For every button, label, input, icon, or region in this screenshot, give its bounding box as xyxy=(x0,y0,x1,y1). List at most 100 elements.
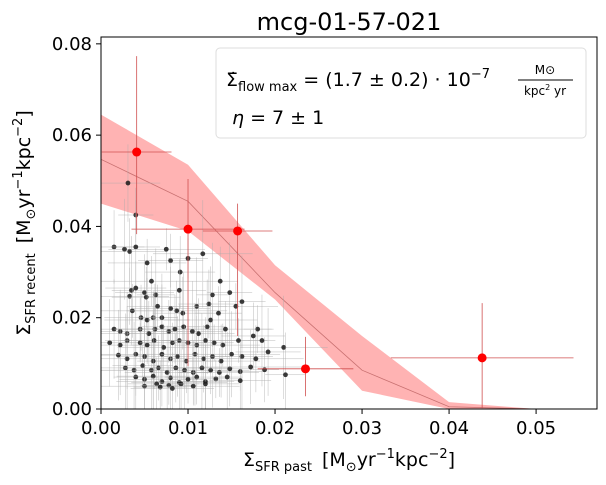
y-tick-label-2: 0.04 xyxy=(52,216,92,237)
scatter-marker xyxy=(209,292,215,298)
scatter-point-116 xyxy=(209,342,272,409)
x-label-unit-close: ] xyxy=(448,449,455,471)
scatter-point-89 xyxy=(101,321,172,409)
binned-point-2 xyxy=(202,203,273,336)
scatter-point-86 xyxy=(235,308,301,396)
scatter-marker xyxy=(204,324,210,330)
scatter-point-4 xyxy=(101,218,166,285)
scatter-point-102 xyxy=(200,329,302,405)
scatter-marker xyxy=(250,333,256,339)
scatter-marker xyxy=(229,351,234,357)
scatter-marker xyxy=(168,306,174,311)
scatter-marker xyxy=(174,308,180,314)
binned-marker xyxy=(132,147,142,157)
scatter-marker xyxy=(151,338,157,343)
scatter-point-115 xyxy=(211,331,243,409)
scatter-point-6 xyxy=(127,228,206,271)
scatter-marker xyxy=(172,326,178,332)
x-label-sun: ⊙ xyxy=(346,460,357,475)
scatter-marker xyxy=(177,269,183,275)
scatter-point-66 xyxy=(185,323,261,367)
scatter-marker xyxy=(175,354,180,359)
scatter-marker xyxy=(283,372,288,378)
scatter-marker xyxy=(216,370,222,375)
legend-frac-den-b: yr xyxy=(550,84,566,98)
scatter-marker xyxy=(159,324,165,330)
y-label-exp2: −2 xyxy=(11,118,26,137)
x-label-exp1: −1 xyxy=(376,447,395,462)
binned-marker xyxy=(477,353,487,363)
scatter-marker xyxy=(146,331,152,337)
scatter-point-122 xyxy=(171,355,240,409)
scatter-point-84 xyxy=(210,302,273,409)
y-label-unit-close: ] xyxy=(13,110,35,117)
legend-flow-symbol: Σ̇ xyxy=(226,69,238,91)
legend-flow-eq: = (1.7 ± 0.2) · 10 xyxy=(297,69,471,91)
legend-flow-sub: flow max xyxy=(238,80,298,95)
legend-frac-den: kpc2 yr xyxy=(524,83,566,98)
legend: Σ̇flow max = (1.7 ± 0.2) · 10−7 M⊙ kpc2 … xyxy=(215,47,587,139)
binned-marker xyxy=(300,364,310,374)
scatter-marker xyxy=(129,287,134,293)
legend-box xyxy=(215,47,587,139)
scatter-marker xyxy=(239,354,245,359)
scatter-point-124 xyxy=(130,352,215,409)
legend-frac-num: M⊙ xyxy=(535,63,555,77)
scatter-marker xyxy=(216,310,221,316)
scatter-point-68 xyxy=(221,302,286,370)
scatter-point-48 xyxy=(161,281,224,382)
scatter-marker xyxy=(248,364,254,370)
scatter-marker xyxy=(196,331,201,337)
scatter-marker xyxy=(259,338,265,343)
x-label-unit-open: [M xyxy=(322,449,346,471)
scatter-point-58 xyxy=(119,291,189,390)
scatter-point-30 xyxy=(126,280,228,341)
legend-flow-exp: −7 xyxy=(471,67,490,82)
scatter-marker xyxy=(217,278,223,284)
x-tick-label-0: 0.00 xyxy=(81,418,121,439)
scatter-marker xyxy=(127,293,133,299)
scatter-marker xyxy=(140,363,146,369)
scatter-marker xyxy=(149,278,154,284)
scatter-marker xyxy=(227,290,233,296)
scatter-point-15 xyxy=(101,267,170,325)
y-label-exp1: −1 xyxy=(11,170,26,189)
scatter-point-8 xyxy=(107,238,187,287)
scatter-marker xyxy=(169,386,175,391)
scatter-point-107 xyxy=(116,343,190,409)
scatter-marker xyxy=(262,367,267,373)
scatter-marker xyxy=(237,378,243,384)
scatter-point-119 xyxy=(140,365,198,405)
scatter-marker xyxy=(213,376,219,382)
scatter-marker xyxy=(133,285,139,291)
scatter-point-105 xyxy=(113,331,158,409)
y-tick-label-3: 0.06 xyxy=(52,125,92,146)
scatter-marker xyxy=(194,374,200,380)
plot-frame xyxy=(100,36,598,410)
scatter-marker xyxy=(265,349,271,355)
x-tick-label-2: 0.02 xyxy=(255,418,295,439)
binned-point-3 xyxy=(257,336,354,397)
scatter-marker xyxy=(255,326,261,332)
scatter-marker xyxy=(155,303,160,309)
scatter-point-85 xyxy=(208,325,304,393)
legend-frac-den-a: kpc xyxy=(524,84,545,98)
scatter-point-22 xyxy=(207,242,253,344)
scatter-marker xyxy=(208,317,214,323)
y-label-unit-open: [M xyxy=(13,219,35,243)
x-label-sub: SFR past xyxy=(255,460,312,475)
scatter-marker xyxy=(144,260,150,266)
binned-point-1 xyxy=(131,178,245,367)
y-tick-label-4: 0.08 xyxy=(52,34,92,55)
scatter-point-87 xyxy=(239,295,328,400)
model-line xyxy=(101,158,537,409)
scatter-marker xyxy=(220,342,226,348)
scatter-marker xyxy=(159,379,165,385)
scatter-marker xyxy=(185,376,191,382)
scatter-point-118 xyxy=(127,357,186,409)
scatter-point-19 xyxy=(136,248,175,342)
y-label-sub: SFR recent xyxy=(24,253,39,323)
scatter-marker xyxy=(169,340,175,346)
y-axis-label: ΣSFR recent [M⊙yr−1kpc−2] xyxy=(11,110,39,336)
